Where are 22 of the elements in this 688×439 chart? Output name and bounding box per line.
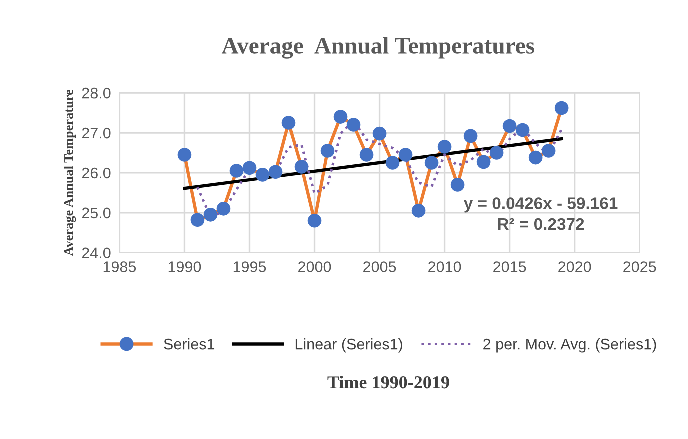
- x-tick-label: 1995: [234, 262, 266, 272]
- x-tick-label: 2000: [298, 262, 332, 272]
- legend-label: 2 per. Mov. Avg. (Series1): [484, 338, 656, 353]
- y-axis-title: Average Annual Temperature: [64, 90, 76, 256]
- annotation: y = 0.0426x - 59.161: [464, 198, 618, 213]
- x-tick-label: 2010: [428, 262, 462, 272]
- y-tick-label: 27.0: [82, 128, 111, 139]
- x-tick-label: 2025: [624, 262, 656, 272]
- y-tick-label: 28.0: [82, 88, 111, 99]
- x-tick-label: 2020: [558, 262, 592, 272]
- x-tick-label: 1985: [104, 262, 136, 272]
- text: Time 1990-2019: [328, 376, 450, 389]
- x-tick-label: 2005: [364, 262, 396, 272]
- chart-title: Average Annual Temperatures: [222, 37, 534, 59]
- legend-label: Series1: [164, 338, 215, 350]
- y-tick-label: 24.0: [82, 248, 111, 259]
- y-tick-label: 25.0: [82, 208, 111, 219]
- y-tick-label: 26.0: [82, 168, 111, 179]
- annotation: R² = 0.2372: [498, 218, 584, 230]
- x-tick-label: 1990: [168, 262, 202, 272]
- legend-label: Linear (Series1): [296, 338, 402, 353]
- x-tick-label: 2015: [494, 262, 526, 272]
